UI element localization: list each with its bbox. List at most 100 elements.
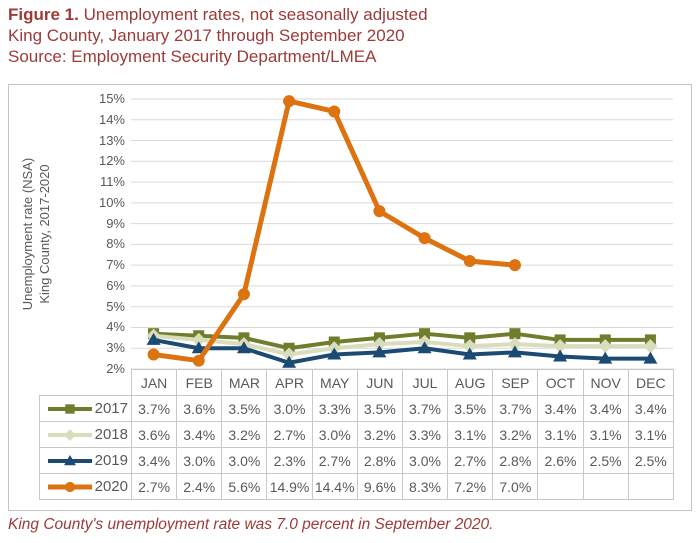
diamond-marker bbox=[63, 428, 76, 441]
table-value-cell: 3.5% bbox=[356, 395, 403, 422]
legend-key-icon-2017 bbox=[47, 403, 92, 414]
series-line-2017 bbox=[151, 331, 653, 351]
table-value-cell: 14.4% bbox=[311, 473, 358, 500]
square-marker bbox=[64, 403, 75, 414]
table-value-cell: 3.4% bbox=[130, 447, 178, 474]
table-value-cell: 2.6% bbox=[537, 447, 584, 474]
y-tick-label: 13% bbox=[98, 132, 125, 148]
table-value-cell: 3.2% bbox=[492, 421, 539, 448]
table-value-cell: 2.7% bbox=[311, 447, 358, 474]
legend-cell-2020: 2020 bbox=[39, 473, 132, 500]
legend-cell-2017: 2017 bbox=[39, 395, 132, 422]
month-header-cell: JUL bbox=[401, 369, 449, 396]
table-value-cell: 2.3% bbox=[266, 447, 313, 474]
table-value-cell bbox=[582, 473, 629, 500]
table-header-row: JAN FEB MAR APR MAY JUN JUL AUG SEP OCT NOV DEC bbox=[40, 369, 674, 396]
square-marker bbox=[509, 328, 521, 340]
legend-entry: 2019 bbox=[41, 452, 128, 469]
month-header-cell: SEP bbox=[492, 369, 539, 396]
table-value-cell: 3.4% bbox=[582, 395, 629, 422]
legend-cell-2019: 2019 bbox=[39, 447, 132, 474]
title-line-1-text: Unemployment rates, not seasonally adjus… bbox=[78, 5, 428, 24]
month-header-cell: JUN bbox=[356, 369, 403, 396]
table-value-cell: 2.8% bbox=[356, 447, 403, 474]
triangle-marker bbox=[372, 345, 387, 358]
caption: King County's unemployment rate was 7.0 … bbox=[8, 516, 494, 533]
legend-entry: 2017 bbox=[41, 400, 128, 417]
table-value-cell: 3.5% bbox=[221, 395, 268, 422]
circle-marker bbox=[64, 481, 75, 492]
triangle-marker bbox=[282, 355, 297, 368]
y-tick-label: 7% bbox=[106, 257, 125, 273]
table-value-cell: 3.0% bbox=[221, 447, 268, 474]
line-chart bbox=[131, 95, 673, 370]
table-value-cell: 2.8% bbox=[492, 447, 539, 474]
table-value-cell: 3.1% bbox=[447, 421, 494, 448]
triangle-marker bbox=[462, 347, 477, 360]
triangle-marker bbox=[643, 351, 658, 364]
circle-marker bbox=[418, 232, 431, 245]
table-value-cell: 14.9% bbox=[266, 473, 313, 500]
month-header-cell: OCT bbox=[537, 369, 584, 396]
y-tick-label: 12% bbox=[98, 153, 125, 169]
table-value-cell: 2.7% bbox=[447, 447, 494, 474]
series-line-2019 bbox=[151, 337, 653, 365]
square-marker bbox=[419, 328, 431, 340]
month-header-cell: AUG bbox=[447, 369, 494, 396]
triangle-marker bbox=[507, 345, 522, 358]
table-value-cell: 2.5% bbox=[627, 447, 674, 474]
diamond-marker bbox=[462, 339, 477, 354]
diamond-marker bbox=[191, 332, 206, 347]
y-tick-label: 14% bbox=[98, 111, 125, 127]
diamond-marker bbox=[372, 337, 387, 352]
diamond-marker bbox=[507, 337, 522, 352]
title-line-2: King County, January 2017 through Septem… bbox=[8, 26, 405, 45]
table-series-row-2020: 2020 2.7% 2.4% 5.6% 14.9% 14.4% 9.6% 8.3% 7.2% 7.… bbox=[39, 473, 674, 500]
series-line-2018 bbox=[151, 333, 653, 357]
table-value-cell: 3.2% bbox=[221, 421, 268, 448]
chart-container: Unemployment rate (NSA) King County, 201… bbox=[8, 84, 692, 511]
table-value-cell: 2.7% bbox=[266, 421, 313, 448]
table-value-cell: 2.5% bbox=[582, 447, 629, 474]
triangle-marker bbox=[327, 347, 342, 360]
month-header-cell: MAR bbox=[221, 369, 268, 396]
table-value-cell: 3.7% bbox=[130, 395, 178, 422]
table-value-cell: 3.1% bbox=[582, 421, 629, 448]
table-corner-cell bbox=[40, 370, 132, 396]
table-value-cell: 3.7% bbox=[492, 395, 539, 422]
table-value-cell: 8.3% bbox=[401, 473, 449, 500]
table-value-cell: 3.1% bbox=[537, 421, 584, 448]
table-value-cell: 3.5% bbox=[447, 395, 494, 422]
y-tick-label: 15% bbox=[98, 91, 125, 106]
table-value-cell: 3.7% bbox=[401, 395, 449, 422]
triangle-marker bbox=[146, 332, 161, 345]
title-line-3: Source: Employment Security Department/L… bbox=[8, 47, 377, 66]
y-tick-label: 9% bbox=[106, 215, 125, 231]
diamond-marker bbox=[553, 339, 568, 354]
month-header-cell: APR bbox=[266, 369, 313, 396]
table-value-cell: 9.6% bbox=[356, 473, 403, 500]
circle-marker bbox=[328, 105, 341, 118]
table-value-cell: 3.3% bbox=[311, 395, 358, 422]
table-value-cell bbox=[627, 473, 674, 500]
circle-marker bbox=[192, 354, 205, 367]
month-header-cell: DEC bbox=[627, 369, 674, 396]
diamond-marker bbox=[598, 339, 613, 354]
data-table: JAN FEB MAR APR MAY JUN JUL AUG SEP OCT NOV DEC 2017… bbox=[39, 369, 674, 500]
y-tick-label: 6% bbox=[106, 277, 125, 293]
legend-key-icon-2018 bbox=[47, 428, 92, 441]
square-marker bbox=[464, 332, 476, 344]
table-value-cell: 3.2% bbox=[356, 421, 403, 448]
triangle-marker bbox=[553, 349, 568, 362]
figure-title: Figure 1. Unemployment rates, not season… bbox=[8, 4, 428, 67]
diamond-marker bbox=[643, 339, 658, 354]
legend-year-label: 2018 bbox=[94, 426, 128, 443]
table-value-cell: 3.4% bbox=[627, 395, 674, 422]
circle-marker bbox=[508, 259, 521, 272]
table-value-cell: 2.7% bbox=[130, 473, 178, 500]
table-series-row-2018: 2018 3.6% 3.4% 3.2% 2.7% 3.0% 3.2% 3.3% 3.1% 3.2%… bbox=[39, 421, 674, 448]
table-value-cell: 7.2% bbox=[447, 473, 494, 500]
circle-marker bbox=[283, 95, 296, 108]
y-tick-label: 10% bbox=[98, 194, 125, 210]
month-header-cell: FEB bbox=[176, 369, 223, 396]
